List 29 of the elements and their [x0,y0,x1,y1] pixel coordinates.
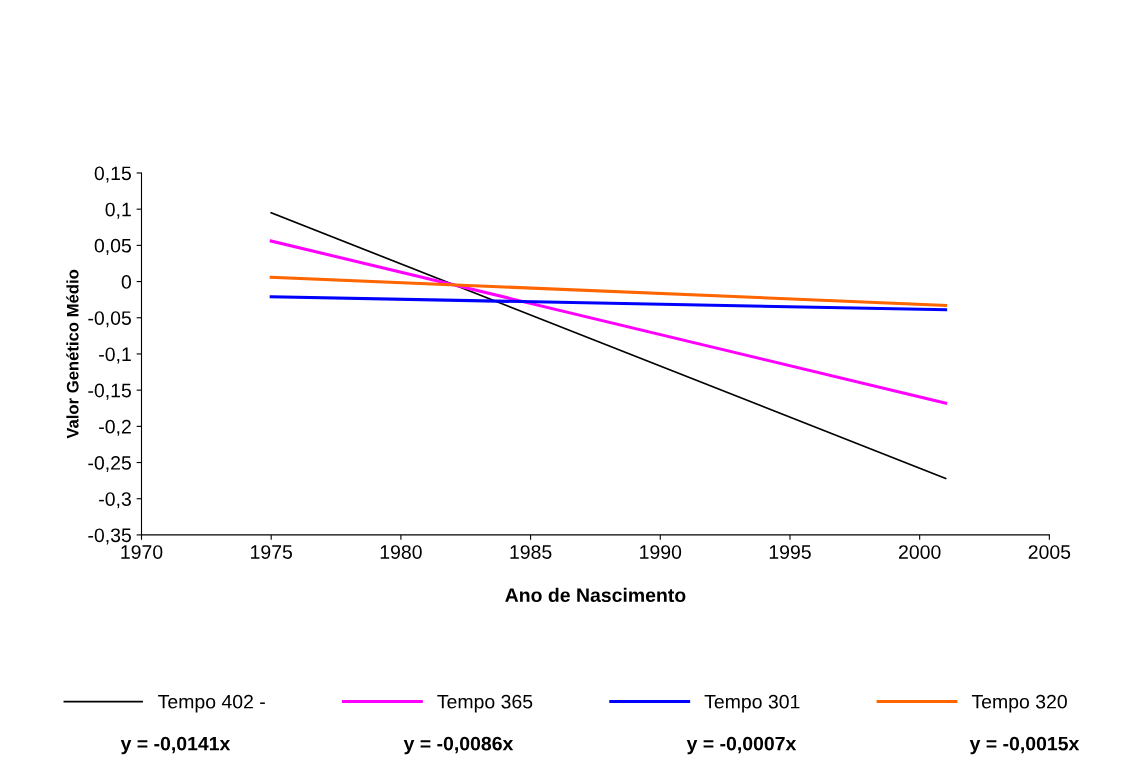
y-tick-label: -0,3 [99,492,131,509]
y-tick-label: 0 [121,275,132,289]
x-tick-label: 2000 [899,545,941,559]
y-tick-label: -0,15 [88,383,131,400]
y-tick-label: 0,15 [94,166,131,183]
y-tick-label: -0,25 [88,456,131,473]
legend-label: Tempo 320 [971,694,1067,713]
text: y = -0,0141x [120,736,231,755]
x-tick-label: 1995 [769,545,811,559]
text: y = -0,0015x [969,736,1080,755]
y-tick-label: -0,35 [88,528,131,545]
x-tick-label: 2005 [1028,545,1071,559]
text: y = -0,0007x [686,736,797,755]
y-axis-title: Valor Genético Médio [66,269,79,439]
legend-label: Tempo 365 [437,694,533,713]
x-axis-title: Ano de Nascimento [505,587,686,603]
legend-label: Tempo 301 [704,694,800,713]
text: y = -0,0086x [403,736,514,755]
y-tick-label: -0,2 [99,419,131,436]
x-tick-label: 1980 [380,545,422,559]
legend-label: Tempo 402 - [158,694,265,713]
x-tick-label: 1970 [121,545,163,559]
y-tick-label: -0,1 [99,347,131,364]
y-tick-label: 0,05 [94,238,131,255]
x-tick-label: 1990 [640,545,682,559]
x-tick-label: 1985 [510,545,552,559]
y-tick-label: 0,1 [105,202,131,219]
x-tick-label: 1975 [251,545,293,559]
y-tick-label: -0,05 [88,311,131,328]
